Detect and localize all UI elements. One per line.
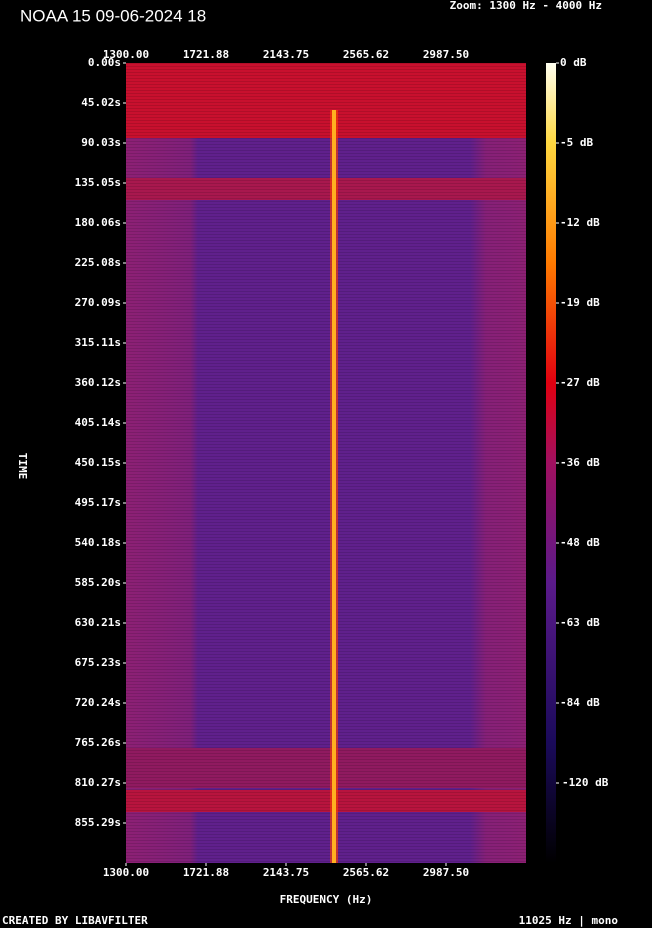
colorbar [546, 63, 556, 863]
y-tick-label: 90.03s [81, 136, 121, 149]
y-tick-label: 855.29s [75, 816, 121, 829]
y-tick-label: 450.15s [75, 456, 121, 469]
spectrogram [126, 63, 526, 863]
y-tick-label: 675.23s [75, 656, 121, 669]
y-tick-label: 45.02s [81, 96, 121, 109]
y-tick-label: 630.21s [75, 616, 121, 629]
x-tick-label: 2565.62 [343, 866, 389, 879]
colorbar-tick-label: 0 dB [560, 56, 587, 69]
x-tick-label: 2143.75 [263, 866, 309, 879]
colorbar-tick-label: -63 dB [560, 616, 600, 629]
y-tick-label: 180.06s [75, 216, 121, 229]
chart-title: NOAA 15 09-06-2024 18 [20, 6, 206, 25]
x-tick-label: 2987.50 [423, 866, 469, 879]
colorbar-tick-label: -84 dB [560, 696, 600, 709]
y-axis-label: TIME [16, 453, 29, 480]
subtitle: Zoom: 1300 Hz - 4000 Hz [450, 0, 602, 12]
y-tick-label: 135.05s [75, 176, 121, 189]
y-tick-label: 0.00s [88, 56, 121, 69]
colorbar-tick-label: -36 dB [560, 456, 600, 469]
x-tick-label: 2565.62 [343, 48, 389, 61]
y-tick-label: 585.20s [75, 576, 121, 589]
y-tick-label: 225.08s [75, 256, 121, 269]
x-axis-label: FREQUENCY (Hz) [280, 893, 373, 906]
x-tick-label: 1721.88 [183, 48, 229, 61]
footer-left: CREATED BY LIBAVFILTER [2, 914, 148, 927]
colorbar-tick-label: -48 dB [560, 536, 600, 549]
x-tick-label: 1300.00 [103, 866, 149, 879]
y-tick-label: 765.26s [75, 736, 121, 749]
x-tick-label: 1721.88 [183, 866, 229, 879]
colorbar-tick-label: -120 dB [562, 776, 609, 789]
x-tick-label: 2143.75 [263, 48, 309, 61]
y-tick-label: 495.17s [75, 496, 121, 509]
colorbar-tick-label: -27 dB [560, 376, 600, 389]
y-tick-label: 405.14s [75, 416, 121, 429]
x-tick-label: 2987.50 [423, 48, 469, 61]
y-tick-label: 540.18s [75, 536, 121, 549]
colorbar-tick-label: -5 dB [560, 136, 593, 149]
y-tick-label: 360.12s [75, 376, 121, 389]
colorbar-tick-label: -12 dB [560, 216, 600, 229]
colorbar-tick-label: -19 dB [560, 296, 600, 309]
y-tick-label: 720.24s [75, 696, 121, 709]
y-tick-label: 810.27s [75, 776, 121, 789]
y-tick-label: 315.11s [75, 336, 121, 349]
y-tick-label: 270.09s [75, 296, 121, 309]
footer-right: 11025 Hz | mono [519, 914, 619, 927]
x-tick-label: 1300.00 [103, 48, 149, 61]
